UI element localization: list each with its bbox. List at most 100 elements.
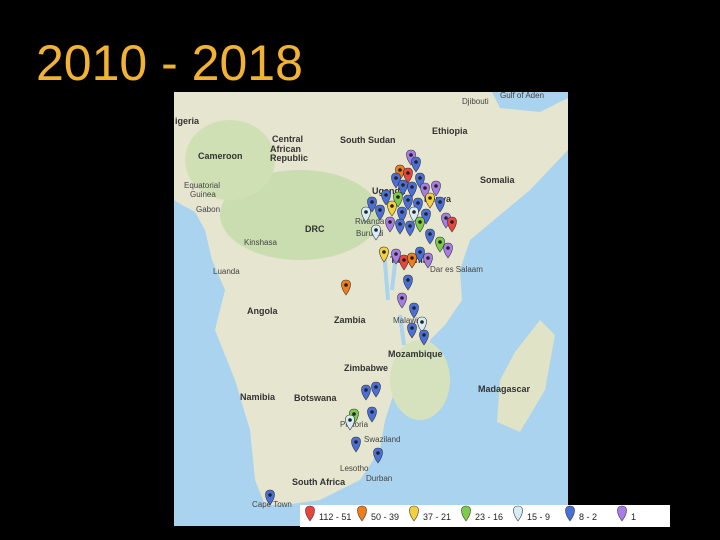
pin-dot: [426, 256, 430, 260]
city-label: Dar es Salaam: [430, 265, 483, 274]
legend-label: 8 - 2: [579, 512, 597, 522]
legend: 112 - 51 50 - 39 37 - 21 23 - 16 15 - 9 8 - 2…: [305, 505, 636, 522]
city-label: Rwanda: [355, 217, 385, 226]
pin: [361, 206, 371, 223]
pin: [379, 246, 389, 263]
pin-dot: [406, 198, 410, 202]
pin-dot: [428, 232, 432, 236]
city-label: Cape Town: [252, 500, 292, 509]
pin-dot: [401, 183, 405, 187]
pin-dot: [420, 320, 424, 324]
pin-dot: [406, 278, 410, 282]
pin-dot: [364, 388, 368, 392]
pin: [398, 179, 408, 196]
pin-dot: [412, 210, 416, 214]
pin-dot: [446, 246, 450, 250]
pin: [387, 200, 397, 217]
pin-dot: [394, 252, 398, 256]
pin-dot: [268, 493, 272, 497]
country-label: Central: [272, 134, 303, 144]
city-label: Swaziland: [364, 435, 400, 444]
pin: [371, 381, 381, 398]
pin-dot: [374, 228, 378, 232]
pin-dot: [370, 410, 374, 414]
city-label: Burundi: [356, 229, 384, 238]
pin-dot: [410, 256, 414, 260]
forest: [220, 170, 380, 260]
legend-label: 37 - 21: [423, 512, 451, 522]
pin-dot: [398, 222, 402, 226]
pin-dot: [382, 250, 386, 254]
country-label: Mozambique: [388, 349, 443, 359]
pin-dot: [384, 193, 388, 197]
pin: [397, 206, 407, 223]
pin-dot: [370, 200, 374, 204]
pin: [371, 224, 381, 241]
pin: [411, 156, 421, 173]
city-label: Pretoria: [340, 420, 369, 429]
country-label: African: [270, 144, 301, 154]
country-label: Zimbabwe: [344, 363, 388, 373]
pin: [417, 316, 427, 333]
country-label: Ethiopia: [432, 126, 468, 136]
country-label: Zambia: [334, 315, 367, 325]
pin-dot: [424, 212, 428, 216]
pin-dot: [438, 240, 442, 244]
pin-dot: [376, 451, 380, 455]
legend-pin: [461, 505, 471, 522]
pin-dot: [396, 195, 400, 199]
legend-pin: [305, 505, 315, 522]
legend-label: 1: [631, 512, 636, 522]
country-label: Namibia: [240, 392, 276, 402]
pin: [419, 329, 429, 346]
pin-dot: [438, 200, 442, 204]
pin-dot: [390, 204, 394, 208]
pin-dot: [352, 412, 356, 416]
pin-dot: [400, 296, 404, 300]
pin: [431, 180, 441, 197]
pin-dot: [348, 418, 352, 422]
pin: [397, 292, 407, 309]
pin-dot: [406, 171, 410, 175]
legend-box: [300, 505, 670, 527]
legend-pin: [565, 505, 575, 522]
pin-dot: [444, 216, 448, 220]
pin: [443, 242, 453, 259]
pin-dot: [422, 333, 426, 337]
pin-dot: [402, 258, 406, 262]
country-label: Republic: [270, 153, 308, 163]
pin: [403, 194, 413, 211]
pins: [265, 149, 457, 506]
pin-dot: [416, 201, 420, 205]
pin-dot: [409, 153, 413, 157]
pin-dot: [418, 176, 422, 180]
city-label: Durban: [366, 474, 392, 483]
pin: [351, 436, 361, 453]
country-label: Botswana: [294, 393, 338, 403]
pin-dot: [364, 210, 368, 214]
city-label: Guinea: [190, 190, 216, 199]
country-label: Cameroon: [198, 151, 243, 161]
pin: [385, 216, 395, 233]
country-label: South Sudan: [340, 135, 396, 145]
pin: [407, 181, 417, 198]
country-label: DRC: [305, 224, 325, 234]
legend-label: 15 - 9: [527, 512, 550, 522]
pin-dot: [378, 208, 382, 212]
pin: [367, 406, 377, 423]
pin: [435, 196, 445, 213]
country-label: Angola: [247, 306, 278, 316]
pin-dot: [423, 186, 427, 190]
pin-dot: [450, 220, 454, 224]
pin-dot: [354, 440, 358, 444]
city-label: Malawi: [393, 316, 418, 325]
pin: [405, 220, 415, 237]
forest: [390, 340, 450, 420]
pin-dot: [400, 210, 404, 214]
pin: [375, 204, 385, 221]
country-label: Madagascar: [478, 384, 531, 394]
pin: [409, 302, 419, 319]
pin-dot: [374, 385, 378, 389]
pin: [407, 252, 417, 269]
